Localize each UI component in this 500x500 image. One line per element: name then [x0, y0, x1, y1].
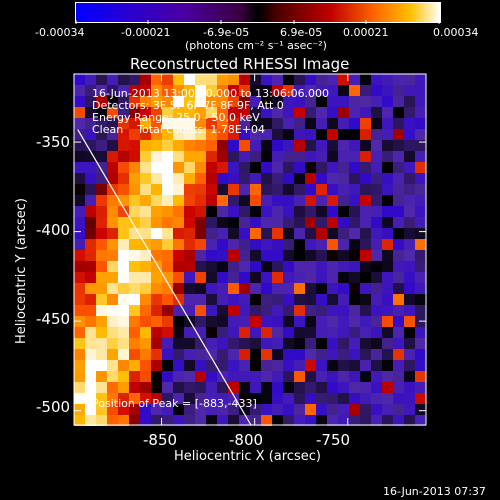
colorbar-tick-label: -6.9e-05 — [203, 26, 250, 39]
x-tick-label: -850 — [143, 431, 178, 449]
time-range-annotation: 16-Jun-2013 13:00:20.000 to 13:06:06.000 — [92, 87, 330, 100]
plot-frame — [73, 73, 427, 426]
y-tick-label: -450 — [36, 310, 71, 328]
colorbar — [75, 2, 441, 23]
colorbar-tick-label: 0.00021 — [343, 26, 389, 39]
y-axis-label: Heliocentric Y (arcsec) — [14, 198, 29, 344]
colorbar-ticks — [75, 20, 440, 24]
colorbar-unit-label: (photons cm⁻² s⁻¹ asec⁻²) — [185, 39, 327, 52]
x-tick-label: -800 — [229, 431, 264, 449]
y-tick-label: -400 — [36, 221, 71, 239]
chart-title: Reconstructed RHESSI Image — [130, 55, 350, 73]
colorbar-tick-label: 0.00034 — [433, 26, 479, 39]
footer-timestamp: 16-Jun-2013 07:37 — [383, 485, 486, 498]
x-tick-label: -750 — [316, 431, 351, 449]
detectors-annotation: Detectors: 3F 5F 6F 7F 8F 9F, Att 0 — [92, 99, 284, 112]
y-tick-label: -350 — [36, 133, 71, 151]
limb-line — [77, 129, 252, 426]
clean-counts-annotation: Clean Total counts: 1.78E+04 — [92, 123, 266, 136]
x-axis-label: Heliocentric X (arcsec) — [174, 449, 321, 464]
colorbar-tick-label: -0.00034 — [35, 26, 85, 39]
colorbar-tick-label: -0.00021 — [121, 26, 171, 39]
y-tick-label: -500 — [36, 398, 71, 416]
peak-position-annotation: Position of Peak = [-883,-433] — [92, 397, 257, 410]
energy-range-annotation: Energy Range: 25.0 - 50.0 keV — [92, 111, 260, 124]
colorbar-tick-label: 6.9e-05 — [280, 26, 323, 39]
